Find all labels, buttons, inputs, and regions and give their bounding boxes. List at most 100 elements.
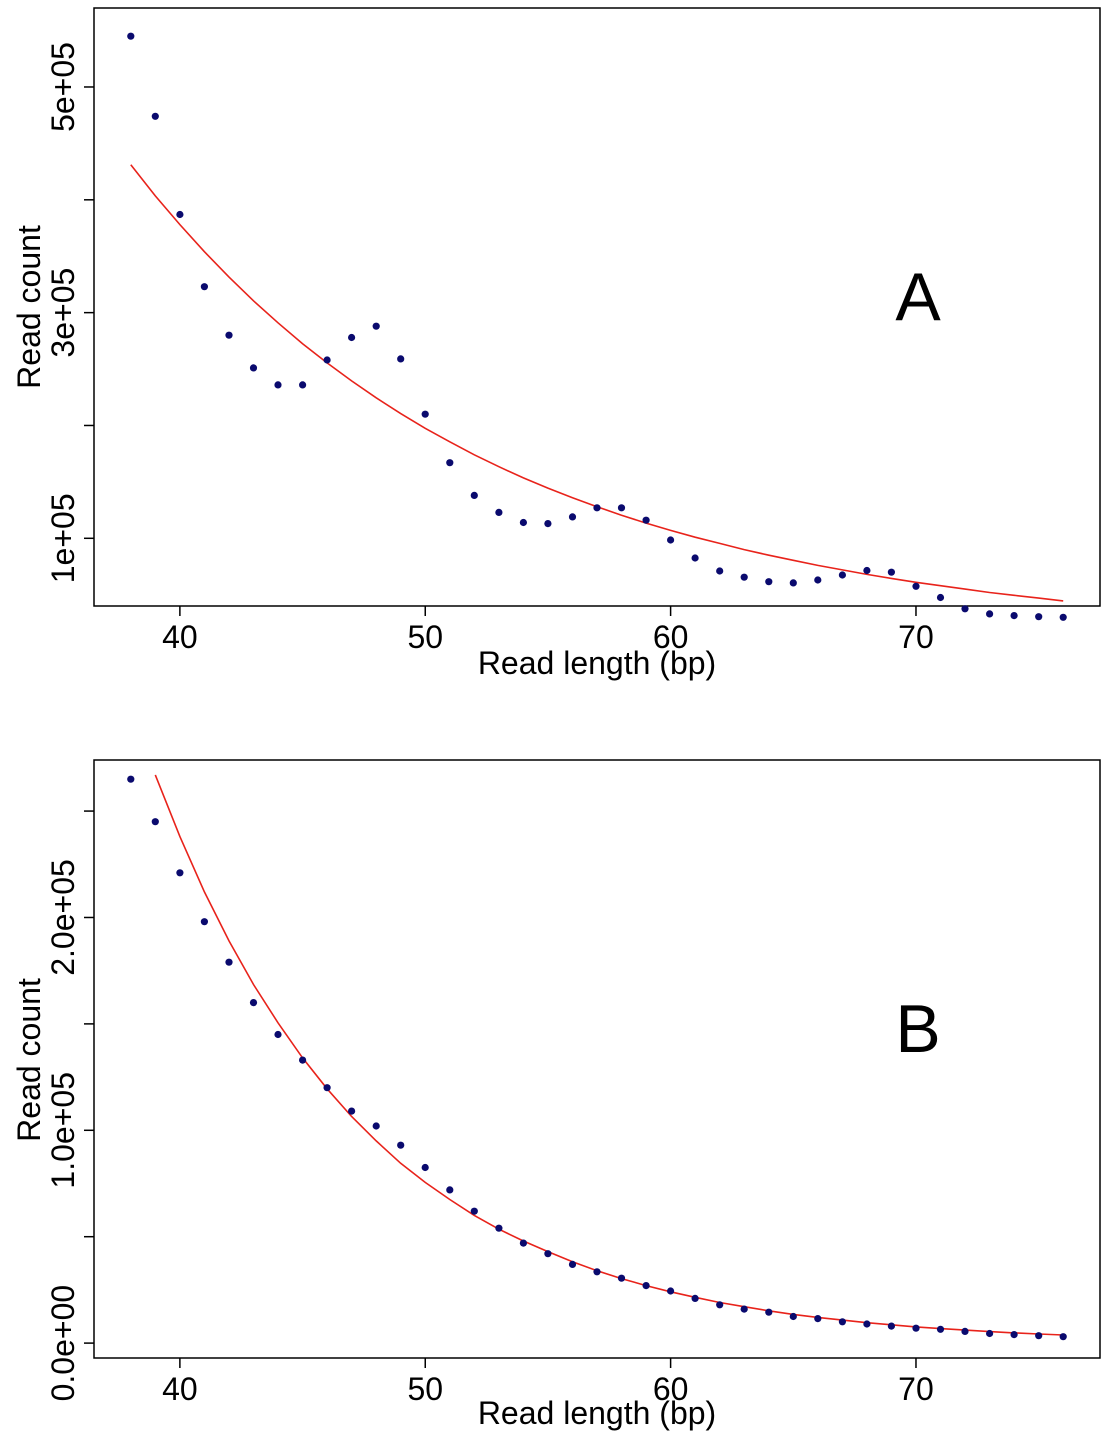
x-axis-label: Read length (bp) (478, 645, 716, 681)
data-point (838, 571, 847, 579)
data-point (446, 459, 454, 467)
data-point (716, 567, 724, 575)
data-point (299, 1056, 307, 1064)
data-point (397, 355, 405, 363)
data-point (151, 112, 159, 120)
data-point (372, 1122, 380, 1130)
data-point (274, 1030, 282, 1039)
data-point (127, 32, 135, 40)
y-tick-label: 3e+05 (45, 268, 81, 358)
data-point (863, 566, 871, 575)
data-point (544, 520, 552, 528)
x-tick-label: 40 (162, 619, 198, 655)
fit-curve (130, 164, 1064, 602)
data-point (740, 573, 748, 581)
x-tick-label: 40 (162, 1371, 198, 1407)
y-axis-label: Read count (11, 225, 47, 389)
y-axis-label: Read count (11, 978, 47, 1142)
data-point (274, 381, 282, 389)
data-point (789, 1312, 797, 1321)
x-axis-label: Read length (bp) (478, 1395, 716, 1431)
data-point (667, 536, 675, 544)
y-axis: 0.0e+00 1.0e+05 2.0e+05 (45, 810, 94, 1402)
data-point (544, 1250, 552, 1258)
data-point (642, 516, 650, 524)
data-point (961, 605, 969, 613)
fit-curve (154, 774, 1064, 1336)
data-point (495, 508, 503, 516)
data-point (127, 775, 135, 783)
data-point (765, 1308, 773, 1316)
data-point (1010, 612, 1018, 620)
y-tick-label: 5e+05 (45, 42, 81, 132)
data-point (176, 210, 184, 219)
data-point (470, 1207, 478, 1215)
data-points (127, 775, 1067, 1341)
data-point (936, 1325, 945, 1333)
data-point (716, 1301, 724, 1309)
data-point (1010, 1331, 1018, 1339)
data-point (348, 333, 356, 342)
data-point (495, 1224, 503, 1232)
data-point (249, 999, 258, 1007)
plot-frame (93, 7, 1101, 607)
data-point (470, 491, 478, 499)
panel-b: 40 50 60 70 0.0e+00 1.0e+05 2.0e+05 Read leng… (11, 759, 1101, 1431)
data-point (323, 1084, 331, 1092)
data-point (765, 578, 773, 586)
x-axis: 40 50 60 70 (162, 606, 934, 655)
data-point (912, 1324, 920, 1332)
data-point (912, 582, 920, 590)
data-point (348, 1107, 356, 1115)
data-point (838, 1318, 847, 1326)
y-tick-label: 0.0e+00 (45, 1285, 81, 1402)
data-point (863, 1320, 871, 1328)
data-point (887, 1322, 896, 1330)
data-point (961, 1327, 969, 1335)
data-point (936, 593, 945, 602)
data-point (568, 513, 577, 521)
data-point (593, 1268, 601, 1276)
data-point (519, 1239, 528, 1247)
plot-frame (93, 759, 1101, 1359)
panel-label-a: A (895, 259, 941, 335)
data-point (519, 518, 528, 527)
data-point (151, 818, 159, 826)
x-tick-label: 60 (653, 619, 689, 655)
data-point (421, 410, 429, 418)
data-point (617, 1274, 626, 1282)
data-points (127, 32, 1067, 621)
data-point (200, 283, 208, 291)
data-point (225, 958, 233, 966)
data-point (1035, 1332, 1043, 1340)
y-tick-label: 2.0e+05 (45, 859, 81, 976)
data-point (887, 568, 896, 576)
data-point (225, 331, 233, 339)
data-point (200, 918, 208, 926)
data-point (642, 1282, 650, 1290)
y-tick-label: 1.0e+05 (45, 1072, 81, 1189)
data-point (372, 322, 380, 330)
data-point (299, 381, 307, 389)
data-point (323, 356, 331, 364)
data-point (740, 1305, 748, 1313)
data-point (1059, 1333, 1067, 1341)
data-point (568, 1260, 577, 1268)
data-point (667, 1287, 675, 1295)
y-tick-label: 1e+05 (45, 493, 81, 583)
data-point (421, 1163, 429, 1172)
y-axis: 1e+05 3e+05 5e+05 (45, 42, 94, 583)
data-point (789, 579, 797, 587)
x-tick-label: 50 (407, 1371, 443, 1407)
data-point (814, 576, 822, 584)
x-tick-label: 70 (898, 619, 934, 655)
panel-label-b: B (895, 991, 940, 1067)
data-point (986, 1329, 994, 1338)
data-point (617, 504, 626, 512)
x-tick-label: 60 (653, 1371, 689, 1407)
data-point (691, 1294, 699, 1302)
data-point (593, 504, 601, 512)
data-point (176, 869, 184, 877)
data-point (397, 1141, 405, 1149)
